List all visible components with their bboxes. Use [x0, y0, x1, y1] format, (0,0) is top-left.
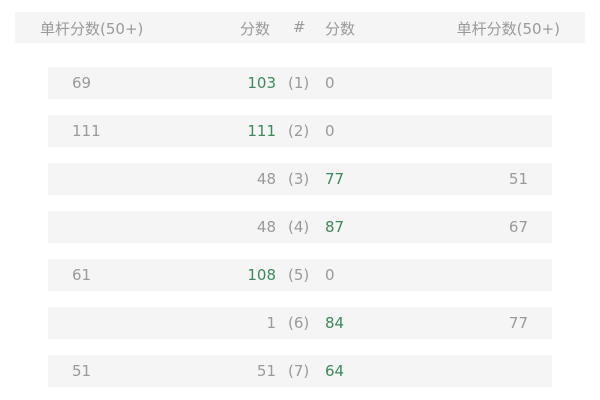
cell-left-single: 61 — [72, 266, 92, 284]
cell-right-single: 77 — [508, 314, 528, 332]
cell-left-single: 69 — [72, 74, 92, 92]
cell-left-score: 48 — [256, 218, 276, 236]
cell-left-score: 108 — [247, 266, 276, 284]
cell-left-score: 103 — [247, 74, 276, 92]
table-header: 单杆分数(50+) 分数 # 分数 单杆分数(50+) — [15, 12, 585, 43]
table-row: 48 (3) 77 51 — [48, 163, 552, 195]
table-row: 61 108 (5) 0 — [48, 259, 552, 291]
table-row: 111 111 (2) 0 — [48, 115, 552, 147]
cell-right-single: 67 — [508, 218, 528, 236]
cell-right-score: 0 — [325, 122, 335, 140]
header-right-single: 单杆分数(50+) — [456, 20, 560, 38]
cell-index: (3) — [288, 170, 310, 188]
header-left-single: 单杆分数(50+) — [40, 20, 144, 38]
cell-left-score: 48 — [256, 170, 276, 188]
table-row: 69 103 (1) 0 — [48, 67, 552, 99]
table-row: 1 (6) 84 77 — [48, 307, 552, 339]
cell-index: (7) — [288, 362, 310, 380]
cell-index: (5) — [288, 266, 310, 284]
cell-left-score: 1 — [266, 314, 276, 332]
header-left-score: 分数 — [240, 20, 271, 38]
cell-right-score: 64 — [325, 362, 345, 380]
cell-left-score: 51 — [256, 362, 276, 380]
cell-right-score: 87 — [325, 218, 345, 236]
cell-right-score: 84 — [325, 314, 345, 332]
cell-left-single: 51 — [72, 362, 92, 380]
cell-left-score: 111 — [247, 122, 276, 140]
cell-left-single: 111 — [72, 122, 101, 140]
cell-right-score: 77 — [325, 170, 345, 188]
table-row: 48 (4) 87 67 — [48, 211, 552, 243]
cell-index: (4) — [288, 218, 310, 236]
cell-index: (1) — [288, 74, 310, 92]
cell-right-single: 51 — [508, 170, 528, 188]
cell-right-score: 0 — [325, 74, 335, 92]
header-right-score: 分数 — [325, 20, 356, 38]
table-row: 51 51 (7) 64 — [48, 355, 552, 387]
cell-index: (2) — [288, 122, 310, 140]
header-index: # — [293, 18, 306, 36]
cell-index: (6) — [288, 314, 310, 332]
cell-right-score: 0 — [325, 266, 335, 284]
